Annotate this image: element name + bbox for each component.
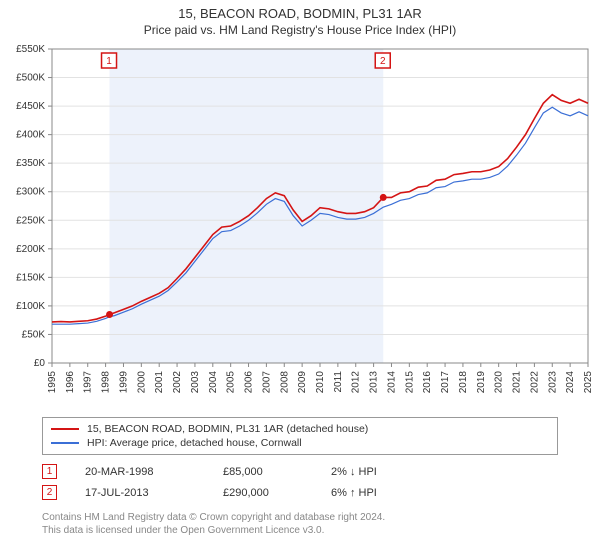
svg-text:2017: 2017 [440, 371, 451, 394]
svg-text:£250K: £250K [16, 215, 45, 226]
marker-dot-2 [380, 194, 387, 201]
legend-label: 15, BEACON ROAD, BODMIN, PL31 1AR (detac… [87, 423, 368, 435]
footer-attribution: Contains HM Land Registry data © Crown c… [42, 511, 558, 537]
svg-text:2005: 2005 [226, 371, 237, 394]
marker-row: 2 17-JUL-2013 £290,000 6% ↑ HPI [42, 482, 558, 503]
svg-text:£200K: £200K [16, 244, 45, 255]
legend-box: 15, BEACON ROAD, BODMIN, PL31 1AR (detac… [42, 417, 558, 455]
marker-row-price: £290,000 [223, 487, 303, 499]
svg-text:2007: 2007 [261, 371, 272, 394]
svg-text:2022: 2022 [529, 371, 540, 394]
footer-line-2: This data is licensed under the Open Gov… [42, 524, 558, 537]
marker-row: 1 20-MAR-1998 £85,000 2% ↓ HPI [42, 461, 558, 482]
svg-text:2010: 2010 [315, 371, 326, 394]
svg-text:2023: 2023 [547, 371, 558, 394]
svg-text:2015: 2015 [404, 371, 415, 394]
svg-text:2001: 2001 [154, 371, 165, 394]
svg-text:2019: 2019 [476, 371, 487, 394]
marker-row-badge: 1 [42, 464, 57, 479]
marker-table: 1 20-MAR-1998 £85,000 2% ↓ HPI 2 17-JUL-2013 £… [42, 461, 558, 503]
marker-row-price: £85,000 [223, 466, 303, 478]
svg-text:2011: 2011 [333, 371, 344, 393]
svg-text:2014: 2014 [386, 371, 397, 394]
svg-text:1995: 1995 [47, 371, 58, 394]
svg-text:2000: 2000 [136, 371, 147, 394]
svg-text:1997: 1997 [83, 371, 94, 394]
svg-text:2020: 2020 [494, 371, 505, 394]
svg-text:1998: 1998 [101, 371, 112, 394]
svg-text:£550K: £550K [16, 44, 45, 55]
legend-label: HPI: Average price, detached house, Corn… [87, 437, 302, 449]
svg-text:£450K: £450K [16, 101, 45, 112]
svg-text:£350K: £350K [16, 158, 45, 169]
footer-line-1: Contains HM Land Registry data © Crown c… [42, 511, 558, 524]
chart-title: 15, BEACON ROAD, BODMIN, PL31 1AR [0, 0, 600, 21]
svg-text:£100K: £100K [16, 301, 45, 312]
chart-plot-area: £0 £50K £100K £150K £200K £250K £300K £350K £400… [0, 41, 600, 411]
svg-text:2013: 2013 [369, 371, 380, 394]
svg-text:£300K: £300K [16, 187, 45, 198]
svg-text:£50K: £50K [22, 329, 46, 340]
chart-svg: £0 £50K £100K £150K £200K £250K £300K £350K £400… [0, 41, 600, 411]
svg-text:1: 1 [106, 56, 112, 67]
legend-item: HPI: Average price, detached house, Corn… [51, 436, 549, 450]
legend-swatch [51, 428, 79, 430]
svg-text:2003: 2003 [190, 371, 201, 394]
svg-text:2024: 2024 [565, 371, 576, 394]
marker-row-diff: 2% ↓ HPI [331, 466, 421, 478]
svg-text:2008: 2008 [279, 371, 290, 394]
svg-text:2: 2 [380, 56, 386, 67]
svg-text:2009: 2009 [297, 371, 308, 394]
legend-swatch [51, 442, 79, 444]
svg-text:2025: 2025 [583, 371, 594, 394]
svg-text:2021: 2021 [512, 371, 523, 394]
svg-text:2018: 2018 [458, 371, 469, 394]
svg-text:2006: 2006 [244, 371, 255, 394]
marker-dot-1 [106, 311, 113, 318]
svg-text:£400K: £400K [16, 130, 45, 141]
svg-text:1999: 1999 [118, 371, 129, 394]
chart-subtitle: Price paid vs. HM Land Registry's House … [0, 21, 600, 41]
svg-text:£150K: £150K [16, 272, 45, 283]
svg-text:2002: 2002 [172, 371, 183, 394]
svg-text:2012: 2012 [351, 371, 362, 394]
marker-row-date: 17-JUL-2013 [85, 487, 195, 499]
legend-item: 15, BEACON ROAD, BODMIN, PL31 1AR (detac… [51, 422, 549, 436]
marker-row-diff: 6% ↑ HPI [331, 487, 421, 499]
svg-text:1996: 1996 [65, 371, 76, 394]
svg-text:£0: £0 [34, 358, 46, 369]
chart-container: 15, BEACON ROAD, BODMIN, PL31 1AR Price … [0, 0, 600, 560]
marker-row-date: 20-MAR-1998 [85, 466, 195, 478]
svg-text:£500K: £500K [16, 73, 45, 84]
marker-row-badge: 2 [42, 485, 57, 500]
svg-text:2016: 2016 [422, 371, 433, 394]
svg-text:2004: 2004 [208, 371, 219, 394]
